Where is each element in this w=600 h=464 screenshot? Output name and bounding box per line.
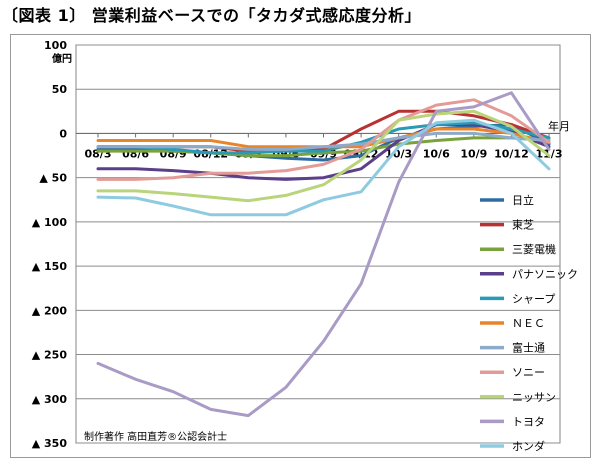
x-axis-label: 年月 [548, 119, 570, 133]
y-tick-label: ▲ 300 [32, 393, 68, 406]
legend-label: パナソニック [512, 268, 578, 281]
y-tick-label: 100 [44, 39, 67, 52]
series-lines [96, 91, 551, 418]
chart-title: 〔図表 1〕 営業利益ベースでの「タカダ式感応度分析」 [2, 6, 421, 25]
legend-label: 日立 [512, 193, 534, 207]
x-tick-label: 10/12 [494, 147, 529, 160]
y-tick-label: ▲ 100 [32, 216, 68, 229]
legend-label: 三菱電機 [512, 242, 556, 256]
series-line [96, 91, 551, 418]
series-line [96, 109, 551, 203]
legend-label: トヨタ [512, 415, 545, 428]
y-tick-label: 50 [52, 83, 68, 96]
series-line [96, 123, 551, 181]
y-tick-label: ▲ 250 [32, 349, 68, 362]
x-tick-label: 10/6 [423, 147, 450, 160]
legend-label: 富士通 [512, 341, 545, 355]
y-tick-label: ▲ 200 [32, 304, 68, 317]
series-line [96, 98, 551, 181]
y-tick-label: ▲ 50 [39, 172, 67, 185]
legend-label: ソニー [512, 366, 545, 379]
x-tick-label: 10/3 [385, 147, 412, 160]
legend-label: ＮＥＣ [512, 317, 545, 330]
series-line [96, 121, 551, 155]
copyright-annotation: 制作著作 高田直芳®公認会計士 [84, 430, 227, 443]
y-tick-label: ▲ 350 [32, 437, 68, 450]
legend-label: ホンダ [512, 439, 545, 453]
series-line [96, 131, 551, 151]
legend-label: シャープ [512, 292, 555, 305]
legend-label: ニッサン [512, 391, 556, 404]
gridlines [75, 44, 561, 444]
y-tick-label: 0 [59, 127, 67, 140]
y-axis: 100 50 0 ▲ 50 ▲ 100 ▲ 150 ▲ 200 ▲ 250 ▲ 300 ▲ 350 [32, 39, 68, 450]
series-line [96, 118, 551, 217]
y-tick-label: ▲ 150 [32, 260, 68, 273]
legend-label: 東芝 [512, 219, 534, 232]
series-line [96, 136, 551, 158]
x-tick-label: 10/9 [460, 147, 487, 160]
chart-frame [10, 34, 591, 458]
y-axis-label: 億円 [52, 52, 72, 65]
